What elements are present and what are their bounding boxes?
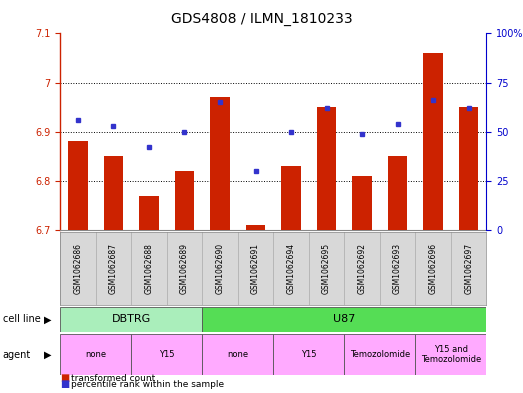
- Text: U87: U87: [333, 314, 356, 324]
- Text: DBTRG: DBTRG: [111, 314, 151, 324]
- Bar: [60, 307, 202, 332]
- Bar: [68, 141, 88, 230]
- Bar: [423, 53, 443, 230]
- Bar: [281, 166, 301, 230]
- Text: GDS4808 / ILMN_1810233: GDS4808 / ILMN_1810233: [170, 12, 353, 26]
- Text: none: none: [85, 350, 106, 359]
- Text: ■: ■: [60, 373, 70, 383]
- Text: ■: ■: [60, 379, 70, 389]
- Bar: [459, 107, 479, 230]
- Bar: [246, 225, 265, 230]
- Bar: [344, 334, 415, 375]
- Text: Y15 and
Temozolomide: Y15 and Temozolomide: [420, 345, 481, 364]
- Text: transformed count: transformed count: [71, 374, 155, 383]
- Text: Temozolomide: Temozolomide: [350, 350, 410, 359]
- Text: ▶: ▶: [44, 314, 51, 324]
- Text: GSM1062694: GSM1062694: [287, 243, 295, 294]
- Bar: [273, 334, 344, 375]
- Bar: [353, 176, 372, 230]
- Bar: [104, 156, 123, 230]
- Bar: [202, 334, 273, 375]
- Text: Y15: Y15: [159, 350, 175, 359]
- Text: GSM1062695: GSM1062695: [322, 243, 331, 294]
- Text: percentile rank within the sample: percentile rank within the sample: [71, 380, 224, 389]
- Text: GSM1062696: GSM1062696: [429, 243, 438, 294]
- Bar: [60, 334, 131, 375]
- Text: cell line: cell line: [3, 314, 40, 324]
- Text: GSM1062692: GSM1062692: [358, 243, 367, 294]
- Bar: [317, 107, 336, 230]
- Text: ▶: ▶: [44, 350, 51, 360]
- Text: GSM1062690: GSM1062690: [215, 243, 224, 294]
- Bar: [210, 97, 230, 230]
- Bar: [139, 196, 158, 230]
- Bar: [131, 334, 202, 375]
- Text: Y15: Y15: [301, 350, 316, 359]
- Bar: [415, 334, 486, 375]
- Text: GSM1062687: GSM1062687: [109, 243, 118, 294]
- Text: GSM1062693: GSM1062693: [393, 243, 402, 294]
- Bar: [175, 171, 194, 230]
- Text: GSM1062688: GSM1062688: [144, 243, 153, 294]
- Text: GSM1062691: GSM1062691: [251, 243, 260, 294]
- Text: GSM1062686: GSM1062686: [73, 243, 83, 294]
- Text: GSM1062697: GSM1062697: [464, 243, 473, 294]
- Bar: [202, 307, 486, 332]
- Text: GSM1062689: GSM1062689: [180, 243, 189, 294]
- Text: none: none: [227, 350, 248, 359]
- Bar: [388, 156, 407, 230]
- Text: agent: agent: [3, 350, 31, 360]
